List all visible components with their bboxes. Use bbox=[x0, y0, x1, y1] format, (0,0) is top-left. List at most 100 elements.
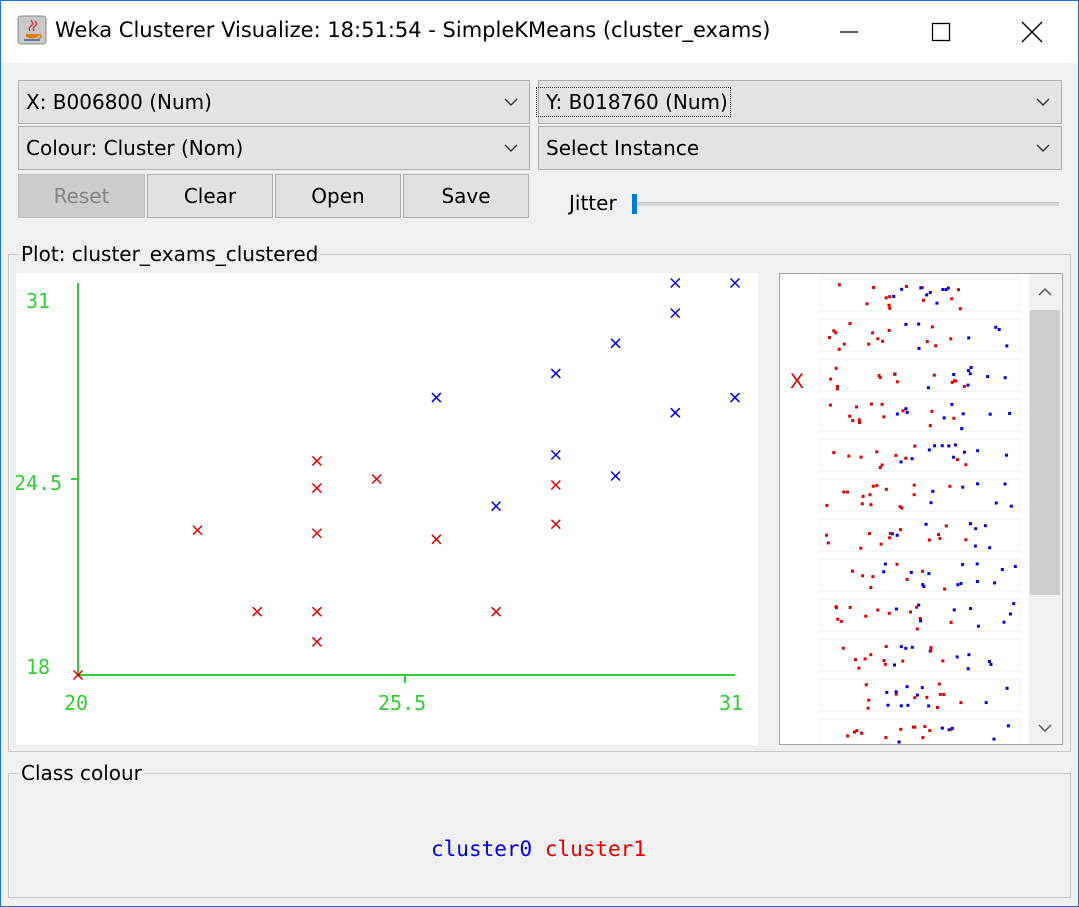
scatter-point[interactable] bbox=[670, 407, 681, 418]
attribute-point bbox=[848, 414, 852, 418]
select-instance-select[interactable]: Select Instance bbox=[538, 126, 1062, 170]
attribute-strip[interactable] bbox=[819, 638, 1021, 672]
attribute-point bbox=[915, 693, 919, 697]
open-button[interactable]: Open bbox=[275, 174, 401, 218]
attribute-point bbox=[880, 463, 884, 467]
attribute-point bbox=[919, 286, 923, 290]
attribute-point bbox=[976, 624, 980, 628]
scroll-down-icon[interactable] bbox=[1037, 722, 1053, 734]
attribute-point bbox=[859, 455, 863, 459]
scatter-point[interactable] bbox=[311, 483, 322, 494]
attribute-point bbox=[884, 736, 888, 740]
scatter-point[interactable] bbox=[550, 449, 561, 460]
attribute-point bbox=[960, 427, 964, 431]
attribute-strip[interactable] bbox=[819, 278, 1021, 312]
scatter-point[interactable] bbox=[371, 473, 382, 485]
scatter-point[interactable] bbox=[491, 501, 502, 512]
clear-button[interactable]: Clear bbox=[147, 174, 273, 218]
attribute-point bbox=[942, 693, 946, 696]
jitter-slider-thumb[interactable] bbox=[632, 194, 637, 214]
attribute-point bbox=[893, 663, 896, 667]
chevron-down-icon bbox=[1036, 98, 1050, 106]
attribute-point bbox=[941, 288, 945, 291]
minimize-button[interactable] bbox=[803, 1, 895, 63]
attribute-strip[interactable] bbox=[819, 438, 1021, 472]
attribute-point bbox=[909, 610, 912, 614]
attribute-point bbox=[922, 298, 925, 302]
scatter-point[interactable] bbox=[670, 277, 681, 289]
attribute-point bbox=[997, 328, 1001, 331]
x-tick-label: 20 bbox=[64, 691, 88, 715]
attribute-point bbox=[884, 487, 888, 491]
scroll-up-icon[interactable] bbox=[1037, 286, 1053, 298]
attribute-point bbox=[964, 538, 968, 542]
attribute-marker: X bbox=[790, 370, 804, 393]
attribute-strip[interactable] bbox=[819, 558, 1021, 592]
plot-group: Plot: cluster_exams_clustered bbox=[8, 242, 1071, 752]
attribute-point bbox=[900, 506, 904, 510]
attribute-point bbox=[959, 701, 963, 705]
attribute-point bbox=[895, 380, 899, 384]
attribute-strip[interactable] bbox=[819, 678, 1021, 712]
reset-button[interactable]: Reset bbox=[18, 174, 145, 218]
scatter-point[interactable] bbox=[550, 480, 561, 491]
attribute-point bbox=[918, 617, 922, 620]
scatter-point[interactable] bbox=[431, 392, 442, 403]
attribute-point bbox=[1005, 453, 1008, 457]
y-axis-select[interactable]: Y: B018760 (Num) bbox=[536, 80, 1062, 124]
attribute-point bbox=[924, 522, 928, 526]
class-colour-item[interactable]: cluster1 bbox=[544, 837, 646, 861]
scatter-point[interactable] bbox=[550, 368, 561, 379]
attribute-point bbox=[934, 344, 938, 348]
attribute-point bbox=[905, 685, 909, 689]
jitter-slider-track[interactable] bbox=[637, 202, 1059, 206]
scatter-point[interactable] bbox=[610, 470, 621, 482]
scatter-point[interactable] bbox=[491, 606, 502, 617]
class-colour-item[interactable]: cluster0 bbox=[431, 837, 533, 861]
attribute-point bbox=[952, 455, 956, 459]
y-tick-label: 18 bbox=[26, 655, 50, 679]
class-colour-legend: Class colour bbox=[21, 761, 142, 785]
attribute-point bbox=[894, 690, 898, 694]
colour-select[interactable]: Colour: Cluster (Nom) bbox=[18, 126, 530, 170]
attribute-strip[interactable] bbox=[819, 398, 1021, 432]
scatter-point[interactable] bbox=[311, 528, 322, 539]
scatter-point[interactable] bbox=[311, 455, 322, 466]
scatter-point[interactable] bbox=[252, 606, 263, 617]
scatter-point[interactable] bbox=[72, 669, 84, 681]
save-button[interactable]: Save bbox=[403, 174, 529, 218]
attribute-point bbox=[837, 283, 841, 287]
attribute-point bbox=[871, 331, 875, 335]
attribute-point bbox=[835, 387, 839, 391]
attribute-point bbox=[967, 653, 971, 657]
scatter-point[interactable] bbox=[431, 534, 442, 545]
attribute-point bbox=[841, 646, 845, 650]
attribute-point bbox=[920, 686, 924, 690]
scatter-point[interactable] bbox=[729, 277, 741, 289]
attribute-point bbox=[936, 706, 939, 709]
scatter-point[interactable] bbox=[610, 338, 621, 349]
scatter-point[interactable] bbox=[670, 308, 681, 319]
scatter-plot[interactable]: 31 24.5 18 20 25.5 31 bbox=[14, 273, 758, 745]
attribute-point bbox=[986, 375, 990, 379]
attribute-strip[interactable] bbox=[819, 718, 1021, 752]
attribute-point bbox=[846, 734, 850, 738]
scatter-point[interactable] bbox=[311, 636, 322, 647]
attribute-point bbox=[894, 453, 898, 457]
attribute-point bbox=[961, 485, 965, 489]
scatter-point[interactable] bbox=[311, 606, 322, 617]
attribute-strip[interactable] bbox=[819, 478, 1021, 512]
close-button[interactable] bbox=[986, 1, 1078, 63]
scatter-point[interactable] bbox=[192, 525, 203, 536]
attribute-strip[interactable] bbox=[819, 358, 1021, 392]
attribute-point bbox=[848, 605, 852, 609]
scrollbar-thumb[interactable] bbox=[1030, 310, 1060, 595]
attribute-point bbox=[1009, 504, 1013, 508]
scatter-point[interactable] bbox=[550, 519, 561, 530]
attribute-point bbox=[950, 726, 954, 730]
x-tick-label: 25.5 bbox=[378, 691, 426, 715]
x-axis-select[interactable]: X: B006800 (Num) bbox=[18, 80, 530, 124]
maximize-button[interactable] bbox=[895, 1, 987, 63]
attribute-point bbox=[917, 603, 921, 607]
scatter-point[interactable] bbox=[729, 392, 741, 403]
